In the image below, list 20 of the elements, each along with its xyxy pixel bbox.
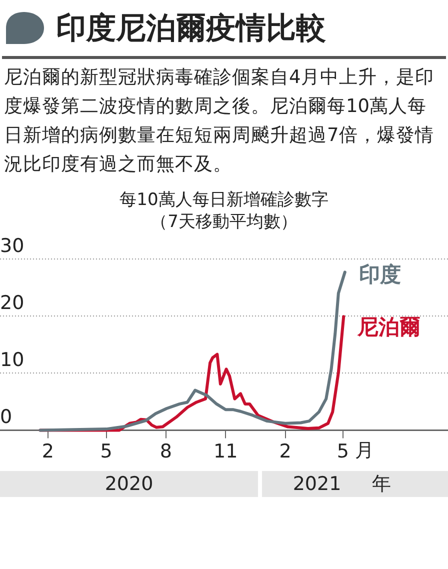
x-axis-title: 月 xyxy=(354,440,374,462)
series-label: 尼泊爾 xyxy=(356,315,421,340)
x-tick-label: 2 xyxy=(42,440,54,463)
chart-subtitle: 尼泊爾的新型冠狀病毒確診個案自4月中上升，是印度爆發第二波疫情的數周之後。尼泊爾每10萬人每日新增的病例數量在短短兩周飇升超過7倍，爆發情況比印度有過之而無不及。 xyxy=(4,66,435,177)
y-tick-label: 10 xyxy=(0,349,24,372)
chart-title: 印度尼泊爾疫情比較 xyxy=(56,10,326,48)
x-tick-label: 8 xyxy=(160,440,172,463)
x-tick-label: 5 xyxy=(336,440,350,463)
y-tick-label: 20 xyxy=(0,292,24,314)
text: 2021 xyxy=(262,471,372,497)
x-tick-label: 2 xyxy=(279,440,292,463)
y-tick-label: 30 xyxy=(0,234,24,257)
text: 每10萬人每日新增確診數字 xyxy=(118,189,330,211)
text: 年 xyxy=(372,471,448,497)
text: （7天移動平均數） xyxy=(150,211,298,233)
y-tick-label: 0 xyxy=(0,406,12,428)
x-tick-label: 11 xyxy=(214,440,238,463)
x-tick-label: 5 xyxy=(100,440,112,463)
series-label: 印度 xyxy=(358,262,401,287)
text: 2020 xyxy=(0,471,258,497)
